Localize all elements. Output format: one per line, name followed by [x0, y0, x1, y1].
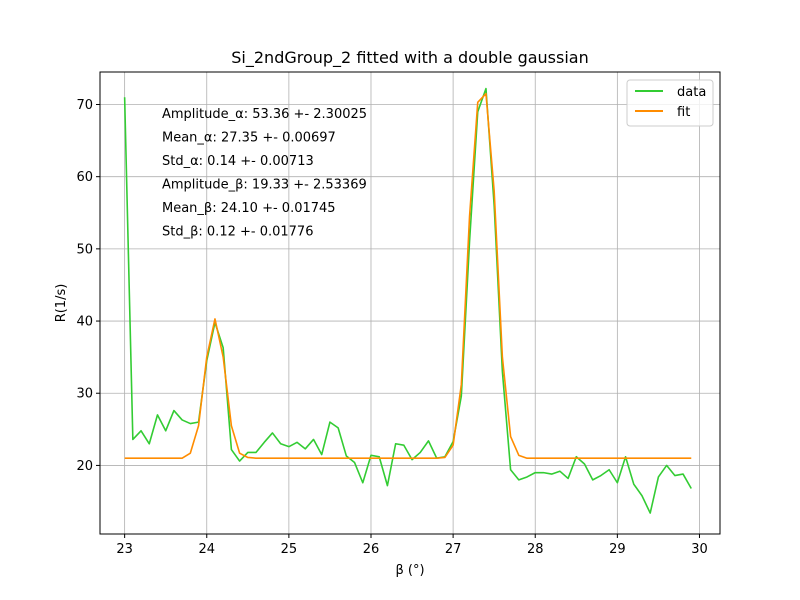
legend-label-fit: fit: [677, 105, 690, 120]
y-axis-label: R(1/s): [54, 284, 69, 323]
series-line-fit: [124, 92, 692, 460]
fit-annotation: Std_α: 0.14 +- 0.00713: [162, 154, 314, 169]
x-axis-label: β (°): [395, 563, 424, 578]
x-tick-label: 28: [527, 542, 544, 557]
x-tick-label: 30: [691, 542, 708, 557]
plot-frame: [99, 71, 721, 535]
series-layer: [123, 87, 692, 514]
fit-annotation: Mean_α: 27.35 +- 0.00697: [162, 131, 336, 146]
fit-annotation: Amplitude_α: 53.36 +- 2.30025: [162, 107, 367, 122]
legend: data fit: [626, 79, 714, 127]
legend-label-data: data: [677, 85, 706, 100]
chart-title: Si_2ndGroup_2 fitted with a double gauss…: [231, 48, 588, 68]
ticks: 23 24 25 26 27 28 29 30 20 30 40 50 60 70: [76, 98, 707, 557]
x-tick-label: 24: [198, 542, 215, 557]
y-tick-label: 20: [76, 459, 93, 474]
y-tick-label: 70: [76, 98, 93, 113]
annotations: Amplitude_α: 53.36 +- 2.30025 Mean_α: 27.…: [162, 107, 367, 240]
y-tick-label: 50: [76, 242, 93, 257]
y-tick-label: 60: [76, 170, 93, 185]
grid: [100, 72, 720, 534]
fit-annotation: Amplitude_β: 19.33 +- 2.53369: [162, 178, 367, 193]
x-tick-label: 25: [281, 542, 298, 557]
x-tick-label: 23: [116, 542, 133, 557]
x-tick-label: 26: [363, 542, 380, 557]
x-tick-label: 29: [609, 542, 626, 557]
fit-annotation: Std_β: 0.12 +- 0.01776: [162, 225, 313, 240]
fit-annotation: Mean_β: 24.10 +- 0.01745: [162, 201, 336, 216]
x-tick-label: 27: [445, 542, 462, 557]
y-tick-label: 40: [76, 315, 93, 330]
y-tick-label: 30: [76, 387, 93, 402]
